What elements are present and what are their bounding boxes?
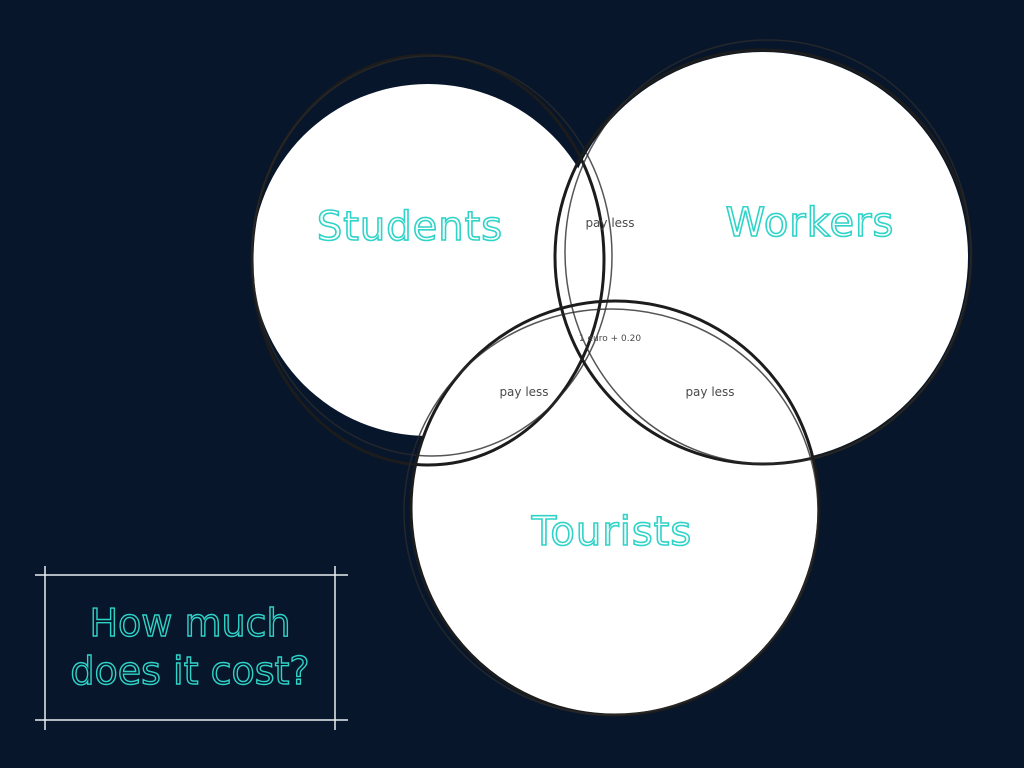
center-region-label: 1 euro + 0.20 bbox=[579, 334, 641, 344]
circle-outlines bbox=[250, 39, 973, 717]
students-label: Students bbox=[317, 204, 503, 250]
question-box: How much does it cost? bbox=[35, 566, 348, 730]
tourists-circle-fill bbox=[410, 305, 820, 715]
tourists-circle-sketch bbox=[403, 308, 819, 716]
question-line-1: How much bbox=[89, 601, 290, 645]
students-circle-sketch bbox=[251, 55, 613, 457]
question-line-2: does it cost? bbox=[70, 649, 309, 693]
workers-label: Workers bbox=[726, 200, 895, 246]
tourists-label: Tourists bbox=[531, 509, 692, 555]
circle-fills bbox=[252, 52, 968, 715]
students-tourists-region-label: pay less bbox=[499, 385, 548, 399]
workers-tourists-region-label: pay less bbox=[685, 385, 734, 399]
students-workers-region-label: pay less bbox=[585, 216, 634, 230]
workers-circle-sketch bbox=[564, 39, 972, 465]
